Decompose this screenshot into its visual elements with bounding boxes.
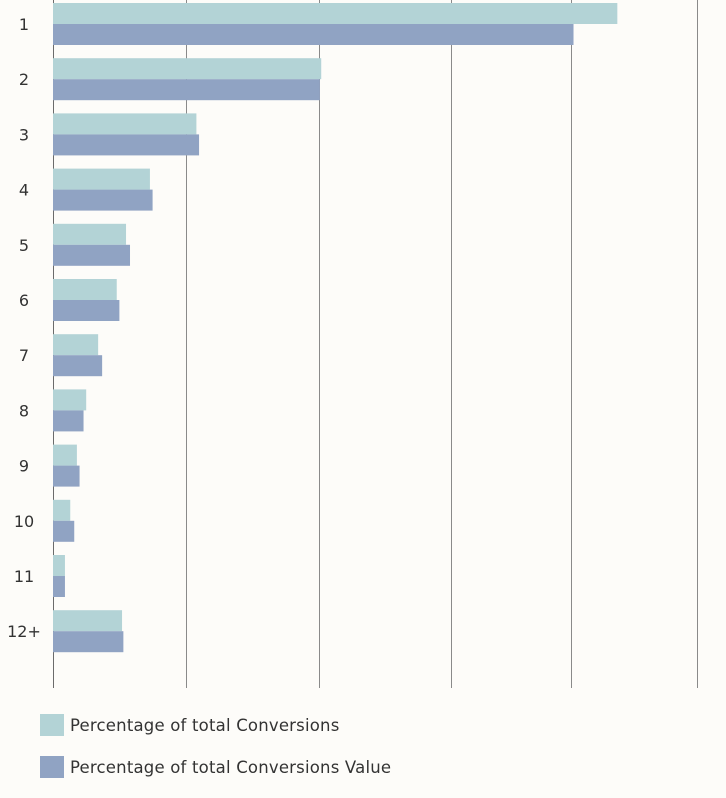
bar-conversions bbox=[53, 499, 71, 521]
bar-conversions-value bbox=[53, 410, 84, 432]
category-label: 8 bbox=[19, 401, 29, 420]
bar-conversions-value bbox=[53, 520, 75, 542]
bar-conversions bbox=[53, 223, 127, 245]
category-labels: 1 2 3 4 5 6 7 8 9 10 11 12+ bbox=[7, 15, 41, 641]
legend: Percentage of total Conversions Percenta… bbox=[40, 714, 391, 798]
bar-conversions bbox=[53, 444, 77, 466]
category-label: 4 bbox=[19, 181, 29, 200]
category-label: 5 bbox=[19, 236, 29, 255]
bar-conversions-value bbox=[53, 300, 120, 321]
legend-swatch-conversions bbox=[40, 714, 64, 736]
legend-label-conversions-value: Percentage of total Conversions Value bbox=[70, 757, 392, 777]
bar-conversions bbox=[53, 168, 150, 190]
bar-conversions-value bbox=[53, 24, 574, 45]
bar-chart: 1 2 3 4 5 6 7 8 9 10 11 12+ bbox=[7, 0, 698, 688]
bar-conversions bbox=[53, 555, 65, 576]
category-label: 10 bbox=[14, 512, 34, 531]
bar-conversions bbox=[53, 3, 618, 24]
bar-conversions-value bbox=[53, 244, 131, 266]
category-label: 1 bbox=[19, 15, 29, 34]
bar-conversions bbox=[53, 610, 123, 632]
bar-conversions bbox=[53, 58, 322, 80]
category-label: 12+ bbox=[7, 622, 41, 641]
legend-item-conversions-value: Percentage of total Conversions Value bbox=[40, 756, 391, 778]
bar-conversions-value bbox=[53, 355, 103, 377]
legend-label-conversions: Percentage of total Conversions bbox=[70, 715, 340, 735]
bar-conversions bbox=[53, 389, 87, 411]
category-label: 7 bbox=[19, 346, 29, 365]
category-label: 9 bbox=[19, 457, 29, 476]
bar-conversions-value bbox=[53, 465, 80, 487]
category-label: 3 bbox=[19, 125, 29, 144]
bar-conversions-value bbox=[53, 134, 200, 156]
bar-conversions bbox=[53, 334, 99, 356]
bar-conversions-value bbox=[53, 189, 153, 211]
bar-conversions-value bbox=[53, 79, 320, 101]
bars bbox=[53, 3, 618, 653]
bar-conversions bbox=[53, 279, 117, 300]
legend-swatch-conversions-value bbox=[40, 756, 64, 778]
category-label: 11 bbox=[14, 567, 34, 586]
bar-conversions-value bbox=[53, 576, 65, 597]
category-label: 2 bbox=[19, 70, 29, 89]
bar-conversions bbox=[53, 113, 197, 135]
bar-conversions-value bbox=[53, 631, 124, 653]
gridlines bbox=[53, 0, 698, 688]
legend-item-conversions: Percentage of total Conversions bbox=[40, 714, 391, 736]
category-label: 6 bbox=[19, 291, 29, 310]
